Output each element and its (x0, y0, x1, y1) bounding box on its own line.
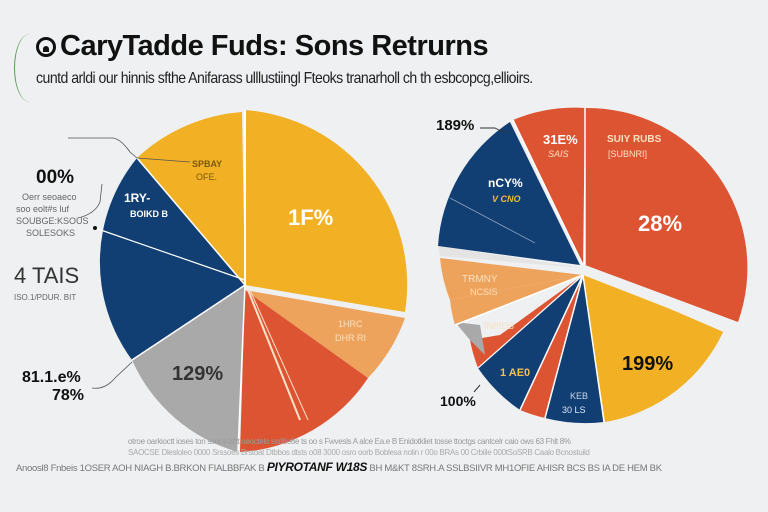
decorative-arc (14, 34, 45, 102)
right-label-navy-2: V CNO (492, 194, 521, 204)
page-title: CaryTadde Fuds: Sons Retrurns (36, 30, 489, 63)
footer-line-1: otroe oarkioctt ioses ton ssoi s tsftt o… (128, 437, 571, 446)
left-callout-top-text-4: SOLESOKS (26, 228, 76, 238)
right-label-red2-1: SUIY RUBS (607, 134, 662, 145)
left-pie (68, 110, 408, 453)
left-slice-navy (99, 158, 245, 360)
left-label-yellow-big: 1F% (288, 205, 334, 230)
left-label-gray: 129% (172, 363, 224, 385)
logo-icon (36, 36, 56, 57)
right-label-navy-bottom: 1 AE0 (500, 367, 531, 379)
left-callout-mid-big: 4 TAIS (14, 263, 80, 288)
left-label-light-orange-1: 1HRC (338, 319, 363, 329)
footer-line-3-bold: PIYROTANF W18S (266, 460, 368, 474)
right-slice-gray (455, 322, 485, 355)
right-slice-red-small (513, 107, 585, 265)
page-subtitle: cuntd arldi our hinnis sfthe Anifarass u… (36, 70, 533, 87)
right-label-red1-1: 31E% (543, 132, 578, 147)
right-slice-red-big (585, 107, 748, 322)
left-callout-top-text-3: SOUBGE:KSOUS (16, 216, 89, 226)
left-callout-bottom-2: 78% (52, 387, 85, 404)
footer-line-3: Anoosl8 Fnbeis 1OSER AOH NIAGH B.BRKON F… (16, 460, 662, 474)
footer-line-3-prefix: Anoosl8 Fnbeis 1OSER AOH NIAGH B.BRKON F… (16, 463, 265, 474)
page-title-text: CaryTadde Fuds: Sons Retrurns (60, 30, 489, 62)
right-slice-navy-top (438, 122, 580, 265)
right-label-yellow-big: 199% (622, 353, 674, 375)
left-slice-yellow-small (137, 112, 245, 285)
left-callout-top-pct: 00% (36, 167, 75, 188)
footer-line-2: SAOCSE Dlesloleo 0000 Srssoes Brstoat Dt… (128, 448, 590, 457)
right-slice-navy-bottom (545, 275, 604, 424)
right-label-navy-bottom2-1: KEB (570, 391, 589, 401)
left-label-yellow-small-1: SPBAY (192, 159, 223, 169)
right-label-light-orange-2: NCSIS (470, 287, 498, 297)
right-slice-navy-small (478, 275, 583, 410)
left-callout-top-text-1: Oerr seoaeco (22, 192, 77, 202)
left-label-yellow-small-2: OFE. (196, 172, 218, 182)
right-label-light-orange-1: TRMNY (462, 274, 498, 285)
left-label-navy-2: BOIKD B (130, 209, 168, 219)
right-label-navy-bottom2-2: 30 LS (562, 405, 586, 415)
left-slice-gray (132, 285, 245, 452)
right-pie (438, 107, 748, 424)
right-slice-light-orange-upper (440, 258, 583, 300)
right-slice-yellow (583, 275, 724, 422)
footer-line-3-suffix: BH M&KT 8SRH.A SSLBSIIVR MH1OFIE AHISR B… (369, 463, 662, 474)
right-callout-bottom-pct: 100% (440, 393, 476, 409)
left-slice-red (240, 290, 368, 452)
right-label-red1-2: SAIS (548, 149, 569, 159)
right-label-navy-1: nCY% (488, 176, 523, 190)
right-slice-red-thin (520, 275, 583, 418)
right-slice-red-mid (470, 275, 583, 368)
left-label-navy-1: 1RY- (124, 191, 151, 205)
right-callout-top-pct: 189% (436, 117, 475, 134)
left-slice-light-orange (245, 290, 405, 378)
right-label-light-orange-3: INPIDS (484, 321, 515, 331)
left-slice-yellow-big (245, 110, 408, 312)
left-callout-bottom-1: 81.1.e% (22, 369, 81, 386)
left-label-light-orange-2: DHR RI (335, 333, 366, 343)
left-callout-mid-small: ISO.1/PDUR. BIT (14, 293, 77, 302)
right-label-red-big: 28% (638, 211, 683, 236)
right-label-red2-2: [SUBNRI] (608, 149, 648, 159)
left-callout-top-text-2: soo eolt#s luf (16, 204, 70, 214)
